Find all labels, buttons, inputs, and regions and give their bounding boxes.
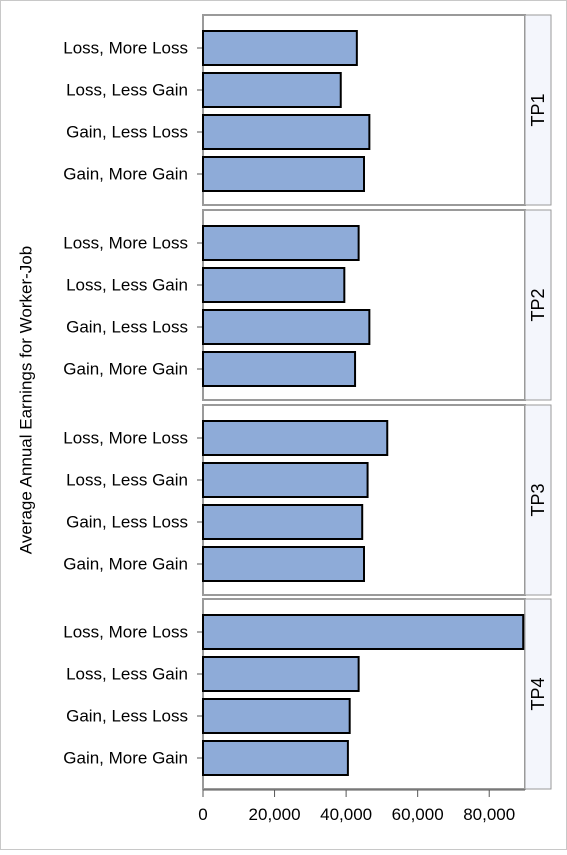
bar [202, 698, 351, 734]
y-tick-label: Gain, More Gain [63, 165, 188, 184]
y-tick-label: Gain, Less Loss [66, 318, 188, 337]
x-tick-label: 20,000 [249, 805, 301, 824]
y-tick-label: Loss, Less Gain [66, 665, 188, 684]
x-tick-label: 40,000 [320, 805, 372, 824]
panel-label: TP4 [528, 677, 548, 710]
y-tick-label: Gain, Less Loss [66, 123, 188, 142]
y-tick-label: Loss, More Loss [63, 234, 188, 253]
y-tick-label: Loss, More Loss [63, 623, 188, 642]
bar [202, 546, 365, 582]
bar [202, 656, 360, 692]
y-tick-label: Gain, Less Loss [66, 707, 188, 726]
panel-3-strip [524, 404, 552, 596]
x-tick-label: 0 [198, 805, 207, 824]
panel-label: TP2 [528, 288, 548, 321]
y-tick-label: Loss, More Loss [63, 429, 188, 448]
y-tick-label: Loss, Less Gain [66, 276, 188, 295]
panel-label: TP3 [528, 483, 548, 516]
bar [202, 462, 369, 498]
y-tick-label: Gain, More Gain [63, 360, 188, 379]
panel-2-strip [524, 209, 552, 401]
bar [202, 225, 360, 261]
bar [202, 267, 346, 303]
y-tick-label: Gain, More Gain [63, 749, 188, 768]
bar [202, 309, 371, 345]
bar [202, 72, 342, 108]
y-axis-title: Average Annual Earnings for Worker-Job [17, 246, 36, 554]
panel-label: TP1 [528, 93, 548, 126]
y-tick-label: Loss, Less Gain [66, 81, 188, 100]
y-tick-label: Gain, Less Loss [66, 513, 188, 532]
y-tick-label: Loss, Less Gain [66, 471, 188, 490]
panel-4-strip [524, 598, 552, 790]
bar [202, 420, 389, 456]
bar [202, 114, 371, 150]
bar [202, 30, 358, 66]
bar [202, 351, 357, 387]
bar [202, 614, 525, 650]
y-tick-label: Gain, More Gain [63, 555, 188, 574]
y-tick-label: Loss, More Loss [63, 39, 188, 58]
bar [202, 740, 349, 776]
x-tick-label: 60,000 [392, 805, 444, 824]
x-tick-label: 80,000 [463, 805, 515, 824]
panel-1-strip [524, 14, 552, 206]
bar [202, 156, 365, 192]
bar [202, 504, 364, 540]
